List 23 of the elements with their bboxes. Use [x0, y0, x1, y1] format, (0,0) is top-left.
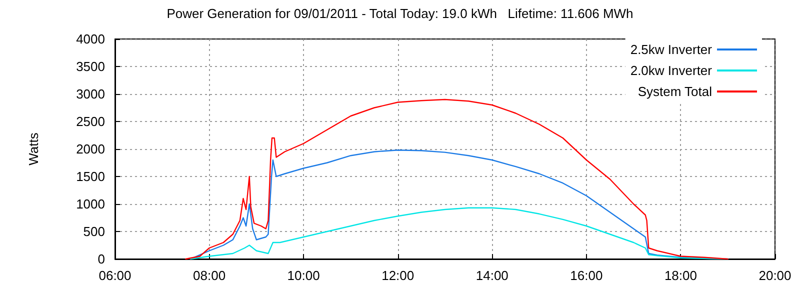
x-tick-label: 20:00 [758, 268, 792, 283]
x-tick-label: 12:00 [382, 268, 414, 283]
legend-label: 2.0kw Inverter [630, 63, 713, 78]
y-tick-label: 3000 [76, 86, 105, 102]
y-tick-label: 1000 [76, 196, 105, 212]
y-tick-label: 2000 [76, 142, 105, 156]
y-tick-label: 0 [98, 252, 105, 266]
x-tick-label: 16:00 [570, 268, 603, 283]
x-tick-label: 06:00 [98, 268, 132, 283]
y-tick-label: 2500 [76, 114, 105, 129]
x-tick-label: 08:00 [193, 268, 226, 283]
legend-label: System Total [638, 84, 712, 99]
y-tick-label: 500 [83, 224, 105, 239]
x-tick-label: 18:00 [664, 268, 697, 283]
chart-title: Power Generation for 09/01/2011 - Total Today: 19.0 kWh Lifetime: 11.606 MWh [166, 6, 634, 21]
legend-label: 2.5kw Inverter [630, 42, 713, 57]
y-tick-label: 1500 [76, 169, 105, 184]
y-tick-label: 3500 [76, 59, 105, 74]
line-series [185, 98, 728, 260]
y-axis-title: Watts [26, 132, 41, 166]
x-tick-label: 14:00 [476, 268, 508, 283]
x-tick-label: 10:00 [287, 268, 320, 283]
y-tick-label: 4000 [76, 32, 105, 46]
